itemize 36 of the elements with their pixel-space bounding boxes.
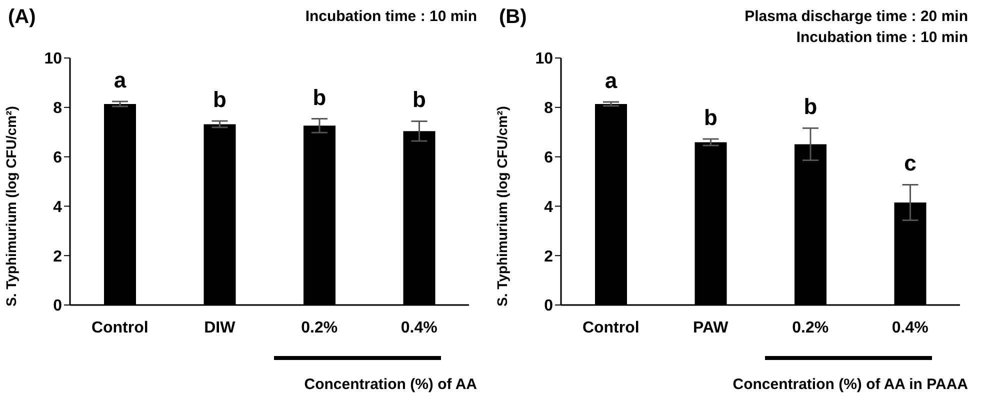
- chart-title: (B): [499, 6, 527, 29]
- y-tick-label: 4: [53, 198, 62, 216]
- y-tick-label: 8: [53, 100, 62, 118]
- y-tick-label: 0: [53, 298, 62, 315]
- x-tick-label: DIW: [204, 319, 236, 336]
- y-axis-title: S. Typhimurium (log CFU/cm²): [2, 106, 19, 306]
- data-label: b: [804, 94, 818, 120]
- x-axis-title: Concentration (%) of AA: [304, 376, 477, 393]
- y-axis-title: S. Typhimurium (log CFU/cm²): [494, 106, 510, 306]
- x-tick-label: PAW: [692, 319, 730, 336]
- y-tick-label: 10: [44, 50, 62, 68]
- x-tick-label: 0.4%: [400, 319, 438, 336]
- x-tick-label: 0.2%: [792, 319, 829, 336]
- chart-subtitle: Plasma discharge time : 20 min Incubation time : 10 min: [744, 7, 968, 48]
- data-label: b: [312, 84, 326, 110]
- x-tick-label: Control: [582, 319, 640, 336]
- y-tick-label: 8: [544, 100, 554, 118]
- y-tick-label: 6: [53, 149, 62, 166]
- data-label: c: [904, 150, 916, 176]
- x-tick-label: 0.4%: [892, 319, 928, 336]
- y-tick-label: 10: [535, 50, 554, 68]
- x-tick-label: 0.2%: [301, 319, 338, 336]
- y-tick-label: 0: [544, 298, 554, 315]
- data-label: a: [604, 68, 618, 93]
- x-tick-label: Control: [91, 319, 148, 336]
- y-tick-label: 2: [544, 248, 554, 266]
- chart-subtitle: Incubation time : 10 min: [305, 7, 477, 27]
- data-label: a: [114, 67, 127, 92]
- chart-title: (A): [8, 6, 36, 29]
- data-label: b: [412, 87, 426, 112]
- data-label: b: [213, 86, 226, 112]
- y-tick-label: 4: [544, 198, 554, 216]
- y-tick-label: 6: [544, 149, 554, 166]
- data-label: b: [704, 105, 718, 130]
- y-tick-label: 2: [53, 248, 62, 266]
- x-axis-title: Concentration (%) of AA in PAAA: [732, 376, 968, 393]
